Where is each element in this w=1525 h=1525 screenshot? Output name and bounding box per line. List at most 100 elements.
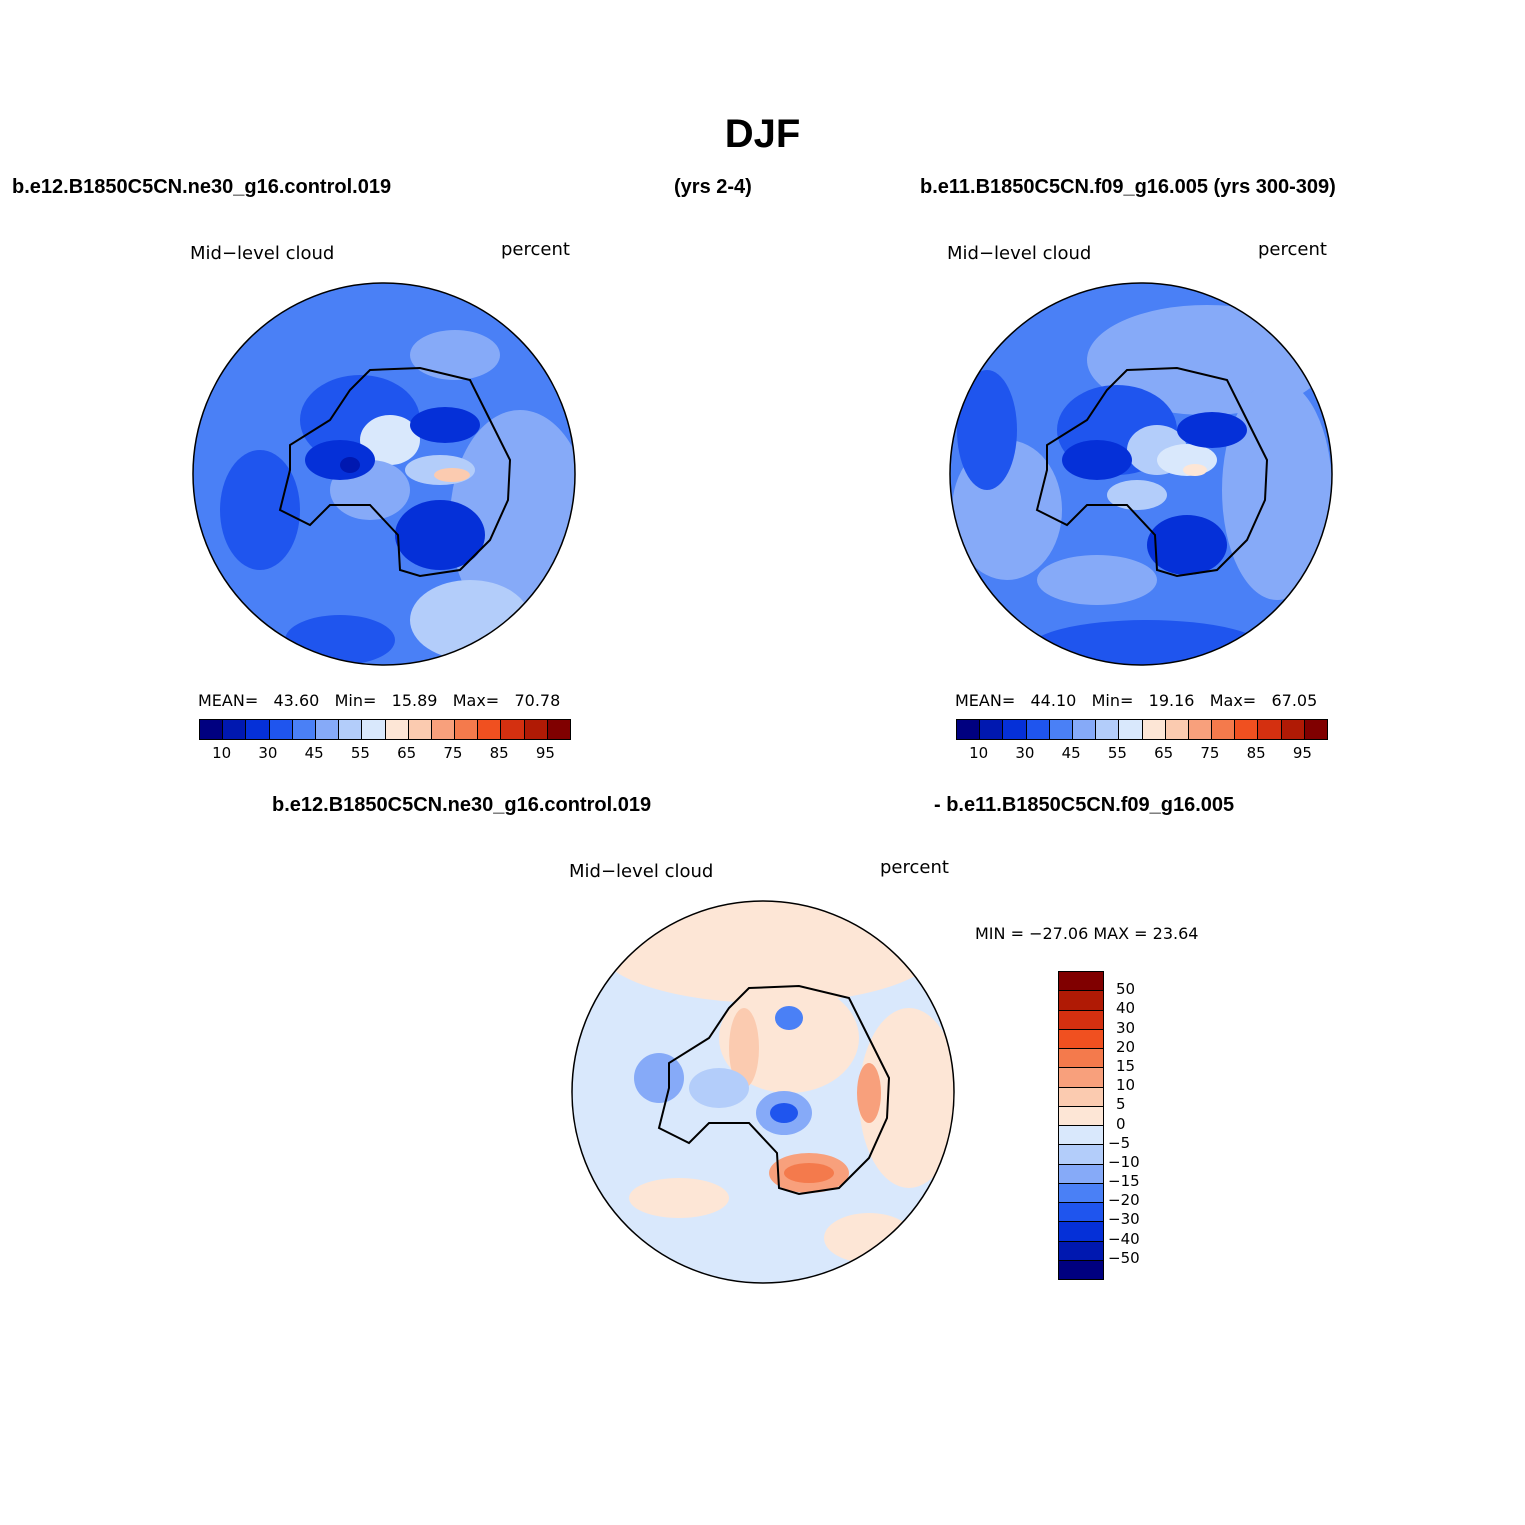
panel2-min-label: Min=: [1091, 691, 1134, 710]
diff-colorbar-swatch: [1059, 1145, 1103, 1165]
colorbar-swatch: [1003, 720, 1027, 739]
diff-case2-title: - b.e11.B1850C5CN.f09_g16.005: [934, 794, 1235, 816]
panel2-max-label: Max=: [1209, 691, 1257, 710]
diff-case1-title: b.e12.B1850C5CN.ne30_g16.control.019: [272, 794, 652, 816]
colorbar-swatch: [200, 720, 224, 739]
panel1-mean: 43.60: [273, 691, 320, 710]
panel2-mean-label: MEAN=: [955, 691, 1016, 710]
colorbar-swatch: [1049, 720, 1073, 739]
colorbar-swatch: [1235, 720, 1259, 739]
diff-colorbar-swatch: [1059, 1068, 1103, 1088]
diff-colorbar-swatch: [1059, 991, 1103, 1011]
panel1-colorbar: [199, 719, 571, 740]
colorbar-tick-label: 30: [1015, 744, 1035, 762]
case1-years: (yrs 2-4): [674, 176, 752, 198]
colorbar-tick-label: 85: [489, 744, 509, 762]
panel1-max-label: Max=: [452, 691, 500, 710]
colorbar-tick-label: 45: [1061, 744, 1081, 762]
colorbar-swatch: [408, 720, 432, 739]
panel2-mean: 44.10: [1030, 691, 1077, 710]
diff-colorbar-swatch: [1059, 1029, 1103, 1049]
diff-colorbar-swatch: [1059, 1183, 1103, 1203]
diff-colorbar-swatch: [1059, 1106, 1103, 1126]
case2-title: b.e11.B1850C5CN.f09_g16.005 (yrs 300-309…: [920, 176, 1336, 198]
diff-colorbar-tick-label: 0: [1116, 1114, 1126, 1133]
diff-colorbar-tick-label: 20: [1116, 1037, 1136, 1056]
diff-colorbar-tick-label: 15: [1116, 1056, 1136, 1075]
diff-map: [571, 900, 955, 1284]
colorbar-swatch: [1096, 720, 1120, 739]
panel1-mean-label: MEAN=: [198, 691, 259, 710]
diff-colorbar-tick-label: −50: [1108, 1248, 1140, 1267]
panel2-colorbar: [956, 719, 1328, 740]
panel2-max: 67.05: [1271, 691, 1318, 710]
diff-colorbar-tick-label: 30: [1116, 1018, 1136, 1037]
colorbar-tick-label: 75: [1200, 744, 1220, 762]
colorbar-swatch: [957, 720, 981, 739]
colorbar-swatch: [431, 720, 456, 739]
case1-title: b.e12.B1850C5CN.ne30_g16.control.019: [12, 176, 392, 198]
diff-colorbar-swatch: [1059, 972, 1103, 992]
panel1-min-label: Min=: [334, 691, 377, 710]
panel2-min: 19.16: [1148, 691, 1195, 710]
panel2-map: [949, 282, 1333, 666]
colorbar-tick-label: 65: [1154, 744, 1174, 762]
diff-colorbar-tick-label: 10: [1116, 1076, 1136, 1095]
colorbar-tick-label: 95: [1292, 744, 1312, 762]
colorbar-tick-label: 75: [443, 744, 463, 762]
panel1-max: 70.78: [514, 691, 561, 710]
colorbar-tick-label: 10: [212, 744, 232, 762]
diff-colorbar-tick-label: −5: [1108, 1133, 1131, 1152]
panel1-min: 15.89: [391, 691, 438, 710]
panel1-map: [192, 282, 576, 666]
colorbar-swatch: [501, 720, 525, 739]
colorbar-tick-label: 85: [1246, 744, 1266, 762]
colorbar-swatch: [1281, 720, 1305, 739]
colorbar-swatch: [269, 720, 293, 739]
diff-colorbar-swatch: [1059, 1241, 1103, 1261]
diff-colorbar-tick-label: −40: [1108, 1229, 1140, 1248]
colorbar-swatch: [1026, 720, 1050, 739]
colorbar-tick-label: 30: [258, 744, 278, 762]
diff-colorbar-tick-label: −20: [1108, 1191, 1140, 1210]
colorbar-swatch: [1188, 720, 1213, 739]
colorbar-tick-label: 65: [397, 744, 417, 762]
colorbar-swatch: [223, 720, 247, 739]
diff-variable: Mid−level cloud: [569, 861, 714, 882]
diff-colorbar-swatch: [1059, 1049, 1103, 1069]
colorbar-swatch: [1119, 720, 1143, 739]
panel2-stats: MEAN= 44.10 Min= 19.16 Max= 67.05: [955, 691, 1317, 710]
colorbar-tick-label: 95: [535, 744, 555, 762]
diff-colorbar: [1058, 971, 1104, 1280]
diff-colorbar-swatch: [1059, 1126, 1103, 1146]
panel2-units: percent: [1258, 239, 1327, 260]
diff-colorbar-tick-label: 50: [1116, 980, 1136, 999]
colorbar-swatch: [1165, 720, 1189, 739]
colorbar-swatch: [385, 720, 409, 739]
diff-colorbar-swatch: [1059, 1222, 1103, 1242]
diff-colorbar-tick-label: 40: [1116, 999, 1136, 1018]
colorbar-swatch: [339, 720, 363, 739]
colorbar-swatch: [478, 720, 502, 739]
colorbar-swatch: [1258, 720, 1282, 739]
panel1-stats: MEAN= 43.60 Min= 15.89 Max= 70.78: [198, 691, 560, 710]
colorbar-swatch: [980, 720, 1004, 739]
figure-title: DJF: [724, 112, 801, 156]
colorbar-swatch: [524, 720, 548, 739]
diff-colorbar-swatch: [1059, 1010, 1103, 1030]
panel2-variable: Mid−level cloud: [947, 243, 1092, 264]
diff-minmax: MIN = −27.06 MAX = 23.64: [975, 924, 1199, 943]
panel1-units: percent: [501, 239, 570, 260]
diff-colorbar-tick-label: 5: [1116, 1095, 1126, 1114]
colorbar-swatch: [455, 720, 479, 739]
colorbar-swatch: [1212, 720, 1236, 739]
diff-colorbar-tick-label: −30: [1108, 1210, 1140, 1229]
colorbar-swatch: [1142, 720, 1166, 739]
panel1-variable: Mid−level cloud: [190, 243, 335, 264]
diff-colorbar-swatch: [1059, 1260, 1103, 1279]
diff-units: percent: [880, 857, 949, 878]
diff-colorbar-swatch: [1059, 1087, 1103, 1107]
colorbar-tick-label: 45: [304, 744, 324, 762]
colorbar-tick-label: 55: [1107, 744, 1127, 762]
